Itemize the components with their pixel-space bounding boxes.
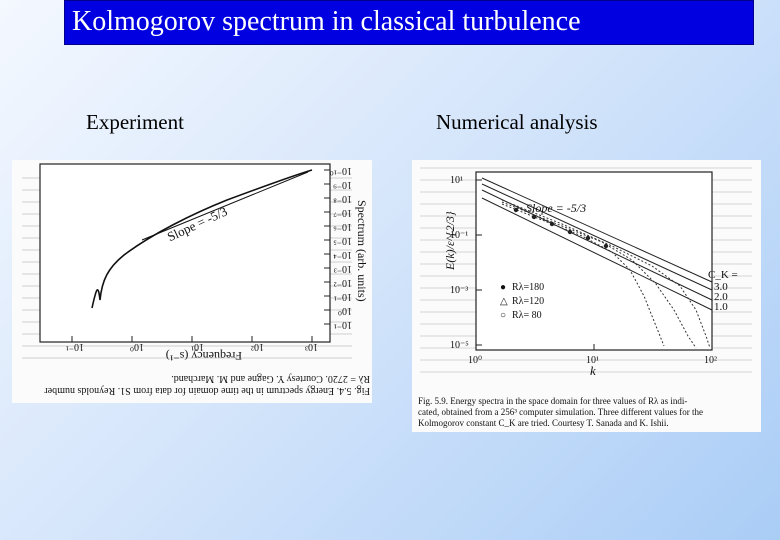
numerical-plot-frame [475,171,713,351]
experiment-y-tick: 10⁻³ [334,263,352,274]
numerical-x-axis-label: k [590,363,596,378]
legend-label: Rλ=120 [512,296,544,307]
ck-line [481,177,713,283]
experiment-slope-line [141,171,309,241]
experiment-y-tick: 10⁻⁷ [333,207,352,218]
experiment-y-tick: 10⁻¹⁰ [330,165,352,176]
numerical-x-tick: 10⁰ [468,355,482,366]
numerical-caption: Fig. 5.9. Energy spectra in the space do… [418,396,687,406]
experiment-y-tick: 10⁻¹ [334,319,352,330]
experiment-caption: Rλ = 2720. Courtesy Y. Gagne and M. Marc… [171,373,370,384]
legend-marker: ● [500,282,506,293]
ck-line [481,197,713,311]
experiment-x-tick: 10² [251,341,264,352]
experiment-y-tick: 10⁻⁴ [333,249,352,260]
experiment-plot-frame [39,163,331,343]
ck-line [481,183,713,291]
experiment-y-tick: 10⁻² [334,277,352,288]
numerical-y-tick: 10⁻⁵ [450,340,469,351]
experiment-y-axis-label: Spectrum (arb. units) [355,200,369,302]
ck-value: 1.0 [714,301,728,313]
experiment-caption: Fig. 5.4. Energy spectrum in the time do… [44,385,370,396]
ck-value: 3.0 [714,281,728,293]
spectrum-r120 [501,201,697,349]
experiment-x-tick: 10⁰ [130,341,144,352]
numerical-caption: cated, obtained from a 256³ computer sim… [418,407,703,417]
ck-title: C_K = [708,269,738,281]
experiment-y-tick: 10⁻⁶ [333,221,352,232]
numerical-plot: 10¹ 10⁻¹ 10⁻³ 10⁻⁵ 10⁰ 10¹ 10² k E(k)/ε^… [412,160,761,432]
legend-label: Rλ=180 [512,282,544,293]
ck-value: 2.0 [714,291,728,303]
experiment-x-tick: 10³ [305,341,318,352]
spectrum-r180 [501,199,711,349]
numerical-slope-label: Slope = -5/3 [526,201,586,215]
legend-marker: △ [500,296,508,307]
experiment-x-axis-label: Frequency (s⁻¹) [166,349,242,363]
numerical-figure: 10¹ 10⁻¹ 10⁻³ 10⁻⁵ 10⁰ 10¹ 10² k E(k)/ε^… [412,160,761,432]
title-bar [64,0,754,45]
experiment-y-tick: 10⁰ [338,305,352,316]
numerical-analysis-label: Numerical analysis [436,110,598,134]
numerical-y-tick: 10⁻¹ [450,230,468,241]
experiment-label: Experiment [86,110,184,134]
slide-title: Kolmogorov spectrum in classical turbule… [72,6,581,37]
numerical-y-axis-label: E(k)/ε^{2/3} [443,211,457,271]
numerical-x-tick: 10¹ [586,355,599,366]
experiment-x-tick: 10¹ [191,341,204,352]
experiment-y-tick: 10⁻¹ [334,291,352,302]
experiment-spectrum-curve [91,169,313,309]
experiment-y-tick: 10⁻⁵ [333,235,352,246]
spectrum-r80 [501,203,665,347]
legend-label: Rλ= 80 [512,310,542,321]
experiment-plot: Slope = -5/3 10⁻¹ 10⁰ 10⁻¹ 10⁻² 10⁻³ 10⁻… [12,160,372,403]
experiment-y-tick: 10⁻⁹ [333,179,352,190]
ck-line [481,189,713,301]
experiment-figure: Slope = -5/3 10⁻¹ 10⁰ 10⁻¹ 10⁻² 10⁻³ 10⁻… [12,160,372,403]
numerical-caption: Kolmogorov constant C_K are tried. Court… [418,418,669,428]
experiment-x-tick: 10⁻¹ [66,341,84,352]
legend-marker: ○ [500,310,506,321]
numerical-x-tick: 10² [704,355,717,366]
numerical-y-tick: 10⁻³ [450,285,468,296]
numerical-y-tick: 10¹ [450,175,463,186]
experiment-y-tick: 10⁻⁸ [333,193,352,204]
